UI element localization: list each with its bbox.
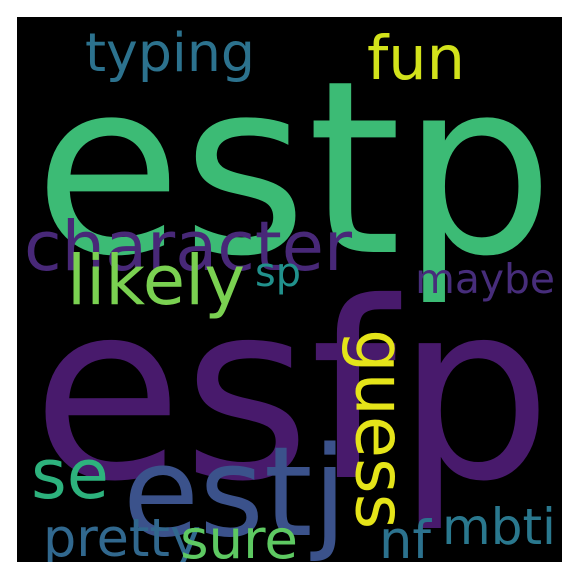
word-character: character [24,206,353,287]
word-maybe: maybe [415,254,555,303]
word-fun: fun [367,23,465,94]
word-se: se [31,434,109,515]
word-mbti: mbti [442,498,556,556]
word-estp: estp [34,28,554,309]
word-typing: typing [85,21,255,85]
word-likely: likely [67,240,246,321]
word-nf: nf [379,509,431,562]
word-esfp: esfp [32,250,552,535]
word-pretty: pretty [43,507,201,562]
word-sure: sure [180,506,298,562]
word-cloud-canvas: estp esfp character typing fun likely sp… [17,17,562,562]
word-estj: estj [122,420,348,562]
word-guess: guess [339,328,419,530]
word-sp: sp [255,250,301,297]
